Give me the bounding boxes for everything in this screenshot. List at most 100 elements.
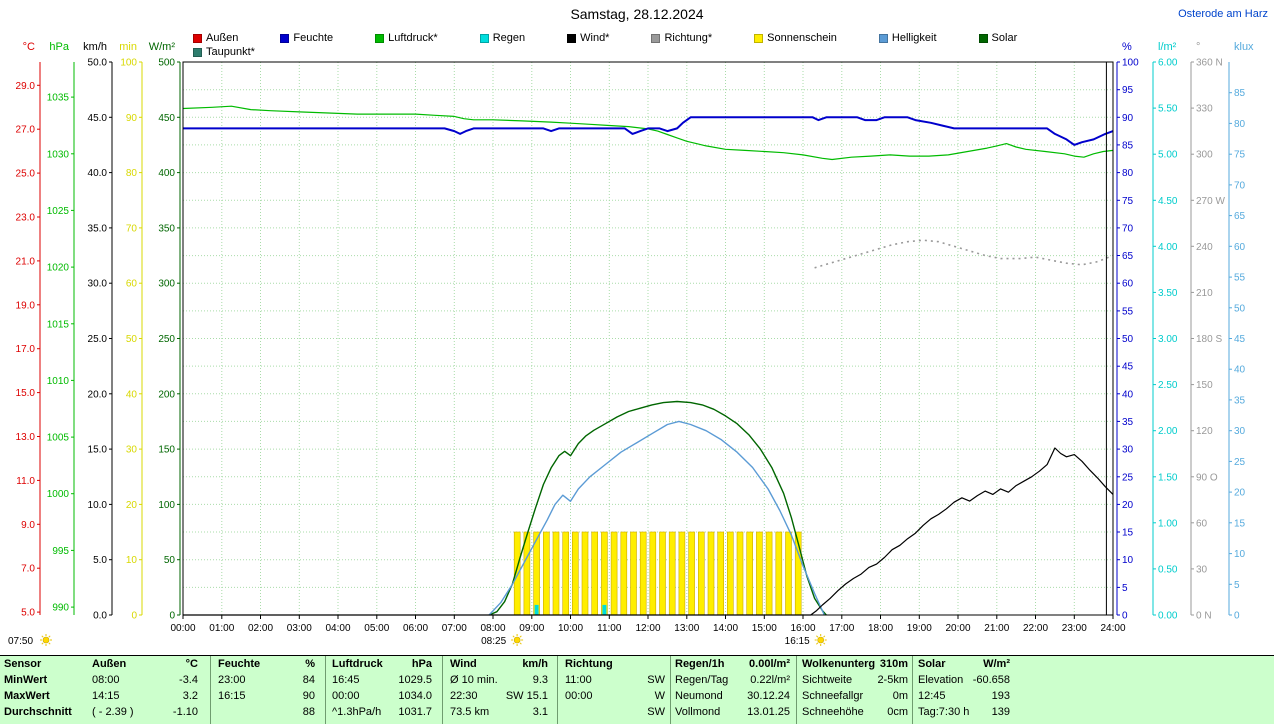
svg-text:17.0: 17.0	[16, 344, 36, 355]
cell-value-solar: 139	[991, 706, 1010, 718]
axis-wind: km/h 50.0 45.0 40.0 35.0 30.0 25.0 20.0 15.0 10.0…	[83, 41, 113, 622]
svg-text:W/m²: W/m²	[149, 41, 176, 53]
col-header-luftdruck: Luftdruck	[332, 658, 383, 670]
svg-text:200: 200	[158, 389, 175, 400]
svg-text:70: 70	[1234, 180, 1246, 191]
legend-swatch-icon	[280, 33, 290, 43]
svg-text:25: 25	[1234, 457, 1246, 468]
legend-label: Außen	[206, 32, 239, 44]
svg-text:l/m²: l/m²	[1158, 41, 1177, 53]
svg-text:70: 70	[126, 223, 138, 234]
svg-text:23.0: 23.0	[16, 213, 36, 224]
svg-text:360 N: 360 N	[1196, 58, 1223, 69]
cell-label-solar: 12:45	[918, 690, 946, 702]
svg-text:100: 100	[120, 58, 137, 69]
svg-text:25: 25	[1122, 472, 1134, 483]
cell-label-wolken: Schneefallgr	[802, 690, 864, 702]
legend-item-richtung: Richtung*	[651, 32, 712, 44]
cell-value-wolken: 0cm	[887, 706, 908, 718]
svg-text:0.00: 0.00	[1158, 611, 1178, 622]
svg-text:2.50: 2.50	[1158, 380, 1178, 391]
legend-item-außen: Außen	[193, 32, 238, 44]
svg-text:klux: klux	[1234, 41, 1254, 53]
axis-hpa: hPa 1035 1030 1025 1020 1015 1010 1005 1000 995 99…	[47, 41, 75, 615]
svg-text:1035: 1035	[47, 93, 70, 104]
row-label: Durchschnitt	[4, 706, 72, 718]
svg-text:80: 80	[126, 168, 138, 179]
cell-label-aussen: 14:15	[92, 690, 120, 702]
svg-text:100: 100	[158, 500, 175, 511]
cell-label-feuchte: 23:00	[218, 674, 246, 686]
svg-text:18:00: 18:00	[868, 623, 893, 634]
svg-text:15.0: 15.0	[16, 388, 36, 399]
cell-value-aussen: -3.4	[179, 674, 198, 686]
cell-label-wolken: Sichtweite	[802, 674, 853, 686]
series-richtung	[814, 239, 1114, 269]
svg-text:65: 65	[1234, 211, 1246, 222]
svg-text:30.0: 30.0	[88, 279, 108, 290]
svg-text:0: 0	[1234, 611, 1240, 622]
svg-text:9.0: 9.0	[21, 520, 35, 531]
svg-text:20: 20	[1122, 500, 1134, 511]
svg-text:km/h: km/h	[83, 41, 107, 53]
svg-text:35.0: 35.0	[88, 223, 108, 234]
cell-value-aussen: -1.10	[172, 706, 198, 718]
axis-dir: ° 360 N 330 300 270 W 240 210 180 S 150 120 90 O 60…	[1190, 41, 1225, 622]
svg-text:7.0: 7.0	[21, 564, 35, 575]
svg-text:%: %	[1122, 41, 1132, 53]
series-solar	[488, 400, 827, 616]
legend-swatch-icon	[567, 33, 577, 43]
svg-text:0: 0	[169, 611, 175, 622]
axis-temp: °C 29.0 27.0 25.0 23.0 21.0 19.0 17.0 15.0 13.0 11…	[16, 41, 41, 619]
cell-value-wind: 3.1	[532, 706, 548, 718]
svg-text:1020: 1020	[47, 263, 70, 274]
cell-label-luftdruck: ^1.3hPa/h	[332, 706, 382, 718]
cell-label-richtung: 11:00	[565, 674, 592, 686]
legend-swatch-icon	[754, 33, 764, 43]
svg-text:07:00: 07:00	[442, 623, 467, 634]
svg-text:5.50: 5.50	[1158, 104, 1178, 115]
svg-text:16:00: 16:00	[790, 623, 815, 634]
weather-chart: °C 29.0 27.0 25.0 23.0 21.0 19.0 17.0 15.0 13.0 11…	[8, 41, 1254, 647]
location-link[interactable]: Osterode am Harz	[1178, 8, 1268, 20]
cell-value-luftdruck: 1031.7	[398, 706, 432, 718]
col-unit-regen: 0.00l/m²	[749, 658, 790, 670]
svg-text:00:00: 00:00	[170, 623, 195, 634]
col-unit-wolken: 310m	[879, 658, 908, 670]
svg-text:45: 45	[1234, 334, 1246, 345]
table-separator	[325, 656, 326, 724]
legend-swatch-icon	[878, 33, 888, 43]
cell-value-solar: 193	[991, 690, 1010, 702]
cell-value-feuchte: 90	[302, 690, 315, 702]
svg-text:12:00: 12:00	[635, 623, 660, 634]
svg-text:1015: 1015	[47, 319, 70, 330]
svg-text:270 W: 270 W	[1196, 196, 1225, 207]
axis-hum: %100959085807570656055504540353025201510…	[1116, 41, 1139, 622]
svg-text:30: 30	[1234, 426, 1246, 437]
svg-text:45: 45	[1122, 362, 1134, 373]
svg-text:15.0: 15.0	[88, 445, 108, 456]
cell-label-regen: Regen/Tag	[675, 674, 729, 686]
svg-text:30: 30	[1122, 445, 1134, 456]
legend-label: Taupunkt*	[206, 46, 255, 58]
cell-value-wind: SW 15.1	[505, 690, 548, 702]
cell-value-regen: 13.01.25	[747, 706, 790, 718]
cell-label-solar: Elevation	[918, 674, 964, 686]
col-header-regen: Regen/1h	[675, 658, 725, 670]
svg-text:990: 990	[52, 603, 69, 614]
legend-item-solar: Solar	[978, 32, 1018, 44]
svg-text:150: 150	[158, 445, 175, 456]
legend-label: Solar	[991, 32, 1018, 44]
col-header-wolken: Wolkenunterg	[802, 658, 876, 670]
svg-text:05:00: 05:00	[364, 623, 389, 634]
svg-text:95: 95	[1122, 85, 1134, 96]
sun-marker: 08:25	[481, 634, 524, 647]
svg-text:995: 995	[52, 546, 69, 557]
table-separator	[796, 656, 797, 724]
svg-text:0.50: 0.50	[1158, 564, 1178, 575]
svg-text:450: 450	[158, 113, 175, 124]
svg-text:11:00: 11:00	[597, 623, 622, 634]
